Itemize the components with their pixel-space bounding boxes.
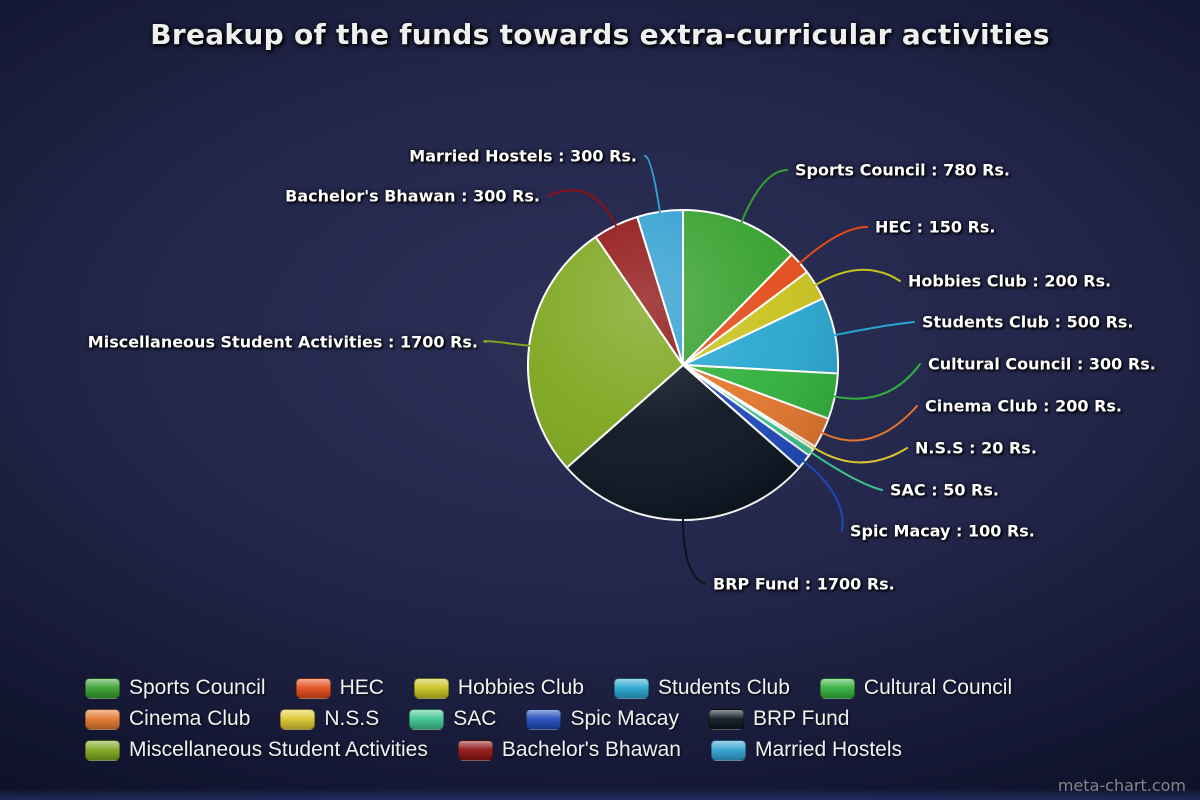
legend-item-sac: SAC: [409, 707, 496, 731]
legend-swatch-hec: [295, 677, 331, 699]
leader-line-spic-macay: [802, 460, 844, 532]
legend-item-bachelor-s-bhawan: Bachelor's Bhawan: [457, 738, 681, 762]
legend-swatch-sports-council: [85, 677, 120, 699]
legend-label: Spic Macay: [570, 707, 679, 730]
legend-item-brp-fund: BRP Fund: [708, 707, 850, 731]
legend-item-cinema-club: Cinema Club: [85, 707, 250, 731]
legend-label: BRP Fund: [752, 707, 850, 730]
slice-label-students-club: Students Club : 500 Rs.: [922, 312, 1134, 332]
legend-item-n-s-s: N.S.S: [280, 707, 379, 731]
legend-label: Sports Council: [129, 676, 266, 699]
leader-line-cultural-council: [832, 363, 921, 400]
pie-gloss-overlay: [528, 210, 838, 520]
leader-line-bachelor-s-bhawan: [547, 189, 618, 228]
legend-item-miscellaneous-student-activities: Miscellaneous Student Activities: [85, 738, 428, 762]
slice-label-cultural-council: Cultural Council : 300 Rs.: [928, 354, 1156, 374]
watermark: meta-chart.com: [1057, 776, 1186, 795]
legend-swatch-married-hostels: [710, 739, 746, 761]
leader-line-brp-fund: [682, 518, 706, 585]
legend-label: Married Hostels: [754, 738, 902, 761]
legend-item-sports-council: Sports Council: [85, 676, 266, 700]
legend-item-cultural-council: Cultural Council: [819, 676, 1013, 700]
legend-label: Hobbies Club: [457, 676, 584, 699]
leader-line-n-s-s: [812, 446, 908, 464]
slice-label-hobbies-club: Hobbies Club : 200 Rs.: [908, 271, 1112, 291]
legend-swatch-spic-macay: [526, 708, 562, 730]
legend-label: N.S.S: [324, 707, 380, 730]
slice-label-sac: SAC : 50 Rs.: [890, 480, 999, 500]
leader-line-hobbies-club: [813, 268, 901, 287]
leader-line-cinema-club: [820, 405, 918, 442]
chart-title: Breakup of the funds towards extra-curri…: [150, 18, 1050, 51]
legend-swatch-cultural-council: [819, 677, 855, 699]
legend-label: Miscellaneous Student Activities: [129, 738, 428, 761]
legend-label: HEC: [339, 676, 384, 699]
legend-swatch-miscellaneous-student-activities: [85, 739, 120, 761]
leader-line-hec: [798, 225, 868, 265]
legend-row: Miscellaneous Student Activities Bachelor…: [85, 738, 1012, 762]
legend-row: Sports Council HEC Hobbies Club Students Cl…: [85, 676, 1012, 700]
legend-swatch-students-club: [613, 677, 649, 699]
slice-label-miscellaneous-student-activities: Miscellaneous Student Activities : 1700 …: [87, 332, 478, 352]
slice-label-bachelor-s-bhawan: Bachelor's Bhawan : 300 Rs.: [285, 186, 540, 206]
legend-swatch-brp-fund: [708, 708, 744, 730]
legend-item-hobbies-club: Hobbies Club: [413, 676, 584, 700]
legend-item-spic-macay: Spic Macay: [526, 707, 679, 731]
legend-label: Cinema Club: [129, 707, 251, 730]
legend-swatch-cinema-club: [85, 708, 120, 730]
legend-label: Bachelor's Bhawan: [501, 738, 681, 761]
leader-line-married-hostels: [644, 155, 661, 214]
slice-label-hec: HEC : 150 Rs.: [875, 217, 996, 237]
slice-label-sports-council: Sports Council : 780 Rs.: [795, 160, 1010, 180]
legend-item-married-hostels: Married Hostels: [710, 738, 902, 762]
legend-label: Students Club: [657, 676, 790, 699]
slice-label-n-s-s: N.S.S : 20 Rs.: [915, 438, 1037, 458]
slice-label-brp-fund: BRP Fund : 1700 Rs.: [713, 574, 895, 594]
legend: Sports Council HEC Hobbies Club Students Cl…: [85, 676, 1012, 762]
leader-line-miscellaneous-student-activities: [483, 340, 532, 347]
slice-label-married-hostels: Married Hostels : 300 Rs.: [409, 146, 637, 166]
leader-line-sac: [809, 450, 883, 491]
leader-line-sports-council: [740, 169, 788, 224]
legend-item-hec: HEC: [295, 676, 384, 700]
leader-line-students-club: [833, 321, 915, 337]
legend-swatch-bachelor-s-bhawan: [457, 739, 493, 761]
legend-swatch-n-s-s: [280, 708, 316, 730]
legend-label: SAC: [453, 707, 497, 730]
legend-item-students-club: Students Club: [613, 676, 790, 700]
slice-label-spic-macay: Spic Macay : 100 Rs.: [850, 521, 1035, 541]
legend-swatch-sac: [409, 708, 445, 730]
legend-row: Cinema Club N.S.S SAC Spic Macay BRP Fund: [85, 707, 1012, 731]
legend-label: Cultural Council: [863, 676, 1013, 699]
slice-label-cinema-club: Cinema Club : 200 Rs.: [925, 396, 1123, 416]
legend-swatch-hobbies-club: [413, 677, 449, 699]
